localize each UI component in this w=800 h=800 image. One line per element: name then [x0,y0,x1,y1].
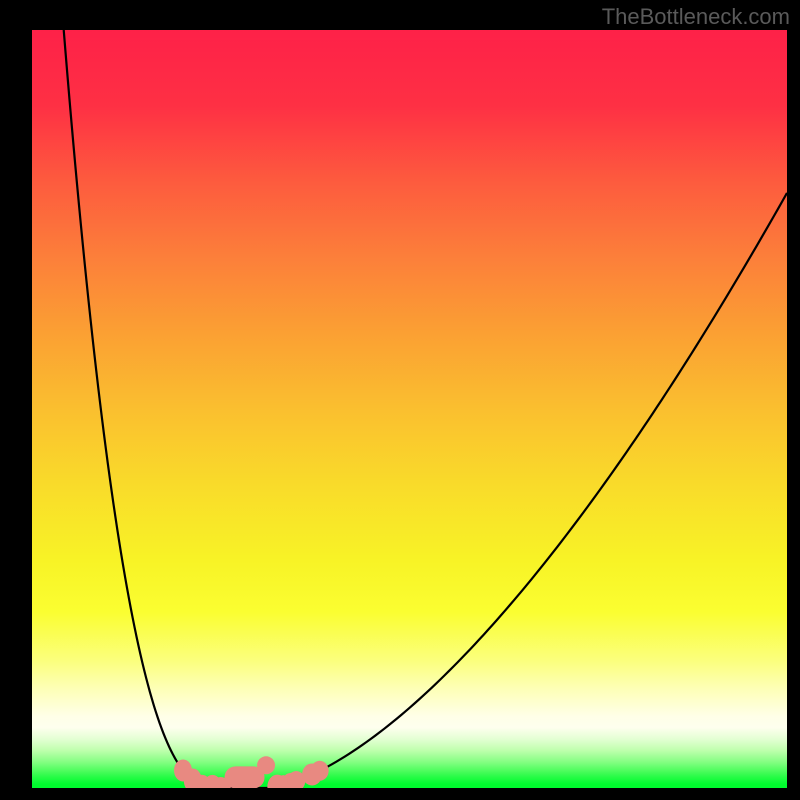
bottleneck-chart: TheBottleneck.com [0,0,800,800]
watermark-label: TheBottleneck.com [602,4,790,30]
chart-svg [0,0,800,800]
